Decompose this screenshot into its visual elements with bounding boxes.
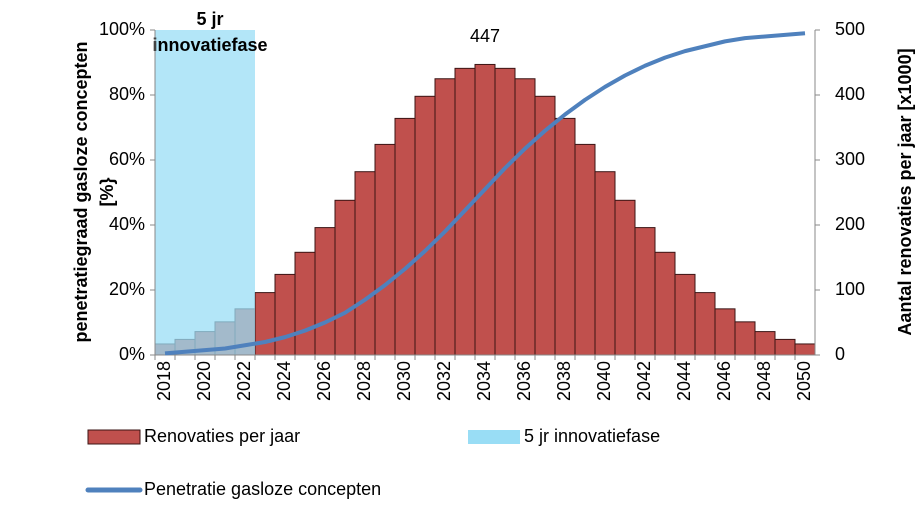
y2-tick-label: 400 <box>835 84 865 104</box>
x-tick-label: 2024 <box>274 361 294 401</box>
y-tick-label: 40% <box>109 214 145 234</box>
y-axis-title: [%} <box>97 177 117 206</box>
x-tick-label: 2028 <box>354 361 374 401</box>
bar <box>574 143 596 356</box>
y2-tick-label: 300 <box>835 149 865 169</box>
legend-swatch <box>87 429 141 445</box>
bar <box>554 117 576 356</box>
bar <box>714 308 736 356</box>
annotation: innovatiefase <box>152 35 267 55</box>
legend-swatch <box>468 430 520 444</box>
y-tick-label: 60% <box>109 149 145 169</box>
x-tick-label: 2046 <box>714 361 734 401</box>
bar <box>374 143 396 356</box>
x-tick-label: 2050 <box>794 361 814 401</box>
y2-axis-title: Aantal renovaties per jaar [x1000] <box>895 48 915 335</box>
x-tick-label: 2020 <box>194 361 214 401</box>
phase-band <box>175 30 195 355</box>
bar <box>254 292 276 356</box>
bar <box>754 331 776 356</box>
bar <box>634 227 656 356</box>
bar <box>394 117 416 356</box>
x-tick-label: 2042 <box>634 361 654 401</box>
y2-tick-label: 200 <box>835 214 865 234</box>
bar <box>274 273 296 356</box>
bar <box>794 343 816 356</box>
bar <box>434 78 456 356</box>
y-tick-label: 100% <box>99 19 145 39</box>
x-tick-label: 2018 <box>154 361 174 401</box>
legend-label: 5 jr innovatiefase <box>524 426 660 446</box>
y2-tick-label: 100 <box>835 279 865 299</box>
y-axis-title: penetratiegraad gasloze concepten <box>71 41 91 342</box>
x-tick-label: 2040 <box>594 361 614 401</box>
x-tick-label: 2034 <box>474 361 494 401</box>
y-tick-label: 80% <box>109 84 145 104</box>
bar <box>614 199 636 356</box>
line <box>164 31 806 356</box>
phase-band <box>195 30 215 355</box>
bar <box>514 78 536 356</box>
phase-band <box>235 30 255 355</box>
x-tick-label: 2030 <box>394 361 414 401</box>
bar <box>654 251 676 356</box>
x-tick-label: 2032 <box>434 361 454 401</box>
y-tick-label: 20% <box>109 279 145 299</box>
bar <box>494 67 516 356</box>
legend-label: Renovaties per jaar <box>144 426 300 446</box>
x-tick-label: 2048 <box>754 361 774 401</box>
bar <box>474 63 496 356</box>
y2-tick-label: 500 <box>835 19 865 39</box>
x-tick-label: 2044 <box>674 361 694 401</box>
x-tick-label: 2026 <box>314 361 334 401</box>
y2-tick-label: 0 <box>835 344 845 364</box>
bar <box>314 227 336 356</box>
phase-band <box>215 30 235 355</box>
bar <box>694 292 716 356</box>
x-tick-label: 2038 <box>554 361 574 401</box>
legend-label: Penetratie gasloze concepten <box>144 479 381 499</box>
annotation: 5 jr <box>196 9 223 29</box>
bar <box>594 171 616 356</box>
x-tick-label: 2036 <box>514 361 534 401</box>
bar <box>674 273 696 356</box>
bar <box>294 251 316 356</box>
bar <box>414 95 436 356</box>
bar <box>334 199 356 356</box>
x-tick-label: 2022 <box>234 361 254 401</box>
bar <box>734 321 756 356</box>
phase-band <box>155 30 175 355</box>
data-label: 447 <box>470 26 500 46</box>
bar <box>774 338 796 356</box>
y-tick-label: 0% <box>119 344 145 364</box>
bar <box>354 171 376 356</box>
